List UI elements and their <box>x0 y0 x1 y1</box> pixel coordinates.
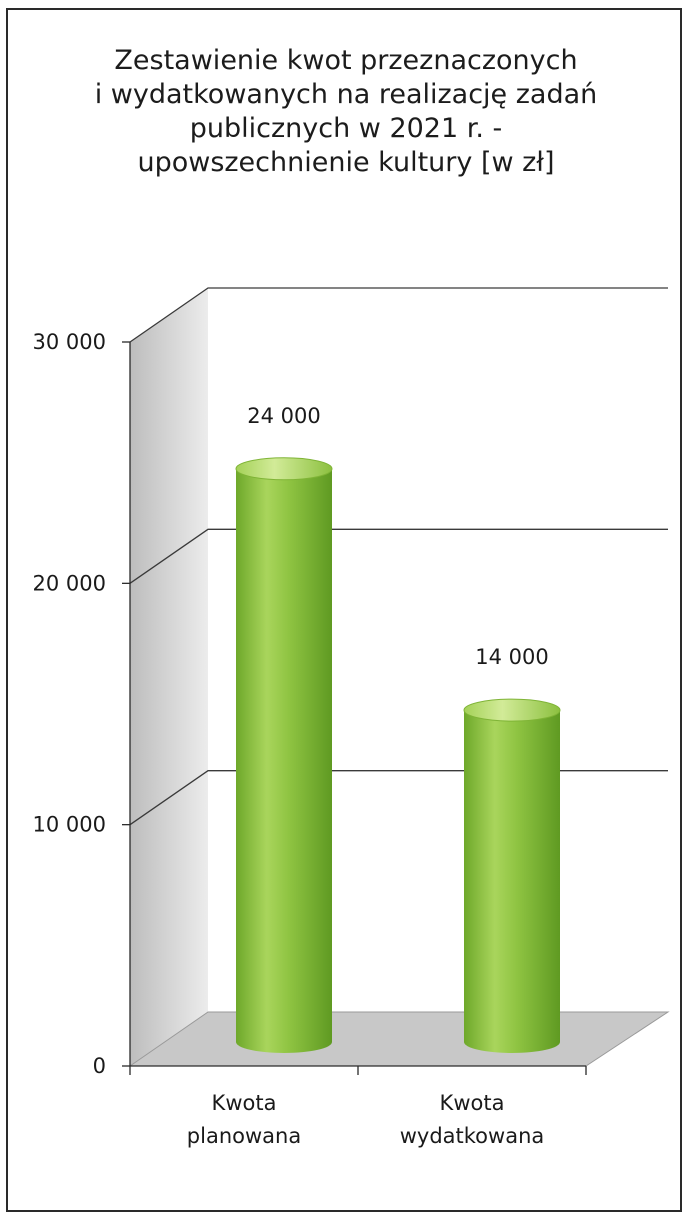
y-tick-label: 0 <box>93 1054 106 1078</box>
category-label: wydatkowana <box>400 1124 545 1148</box>
category-label: planowana <box>187 1124 301 1148</box>
title-line-1: Zestawienie kwot przeznaczonych <box>114 45 578 76</box>
title-line-2: i wydatkowanych na realizację zadań <box>94 79 598 110</box>
title-line-4: upowszechnienie kultury [w zł] <box>137 147 555 178</box>
chart-title: Zestawienie kwot przeznaczonych i wydatk… <box>0 44 692 180</box>
bar-body <box>236 468 332 1053</box>
gridline <box>129 770 668 826</box>
bar-1 <box>235 457 333 1053</box>
floor <box>128 1011 670 1067</box>
chart-frame <box>6 8 682 1212</box>
category-label: Kwota <box>440 1091 505 1115</box>
gridline <box>129 287 668 343</box>
category-label: Kwota <box>212 1091 277 1115</box>
y-tick-label: 10 000 <box>33 813 106 837</box>
title-line-3: publicznych w 2021 r. - <box>189 113 503 144</box>
bar-body <box>464 710 560 1053</box>
y-tick-label: 20 000 <box>33 571 106 595</box>
data-label: 14 000 <box>475 645 548 669</box>
data-label: 24 000 <box>247 404 320 428</box>
bar-2 <box>463 698 561 1053</box>
y-tick-label: 30 000 <box>33 330 106 354</box>
side-wall <box>130 288 208 1066</box>
bar-cap <box>235 457 333 481</box>
gridline <box>129 528 668 584</box>
bar-cap <box>463 698 561 722</box>
